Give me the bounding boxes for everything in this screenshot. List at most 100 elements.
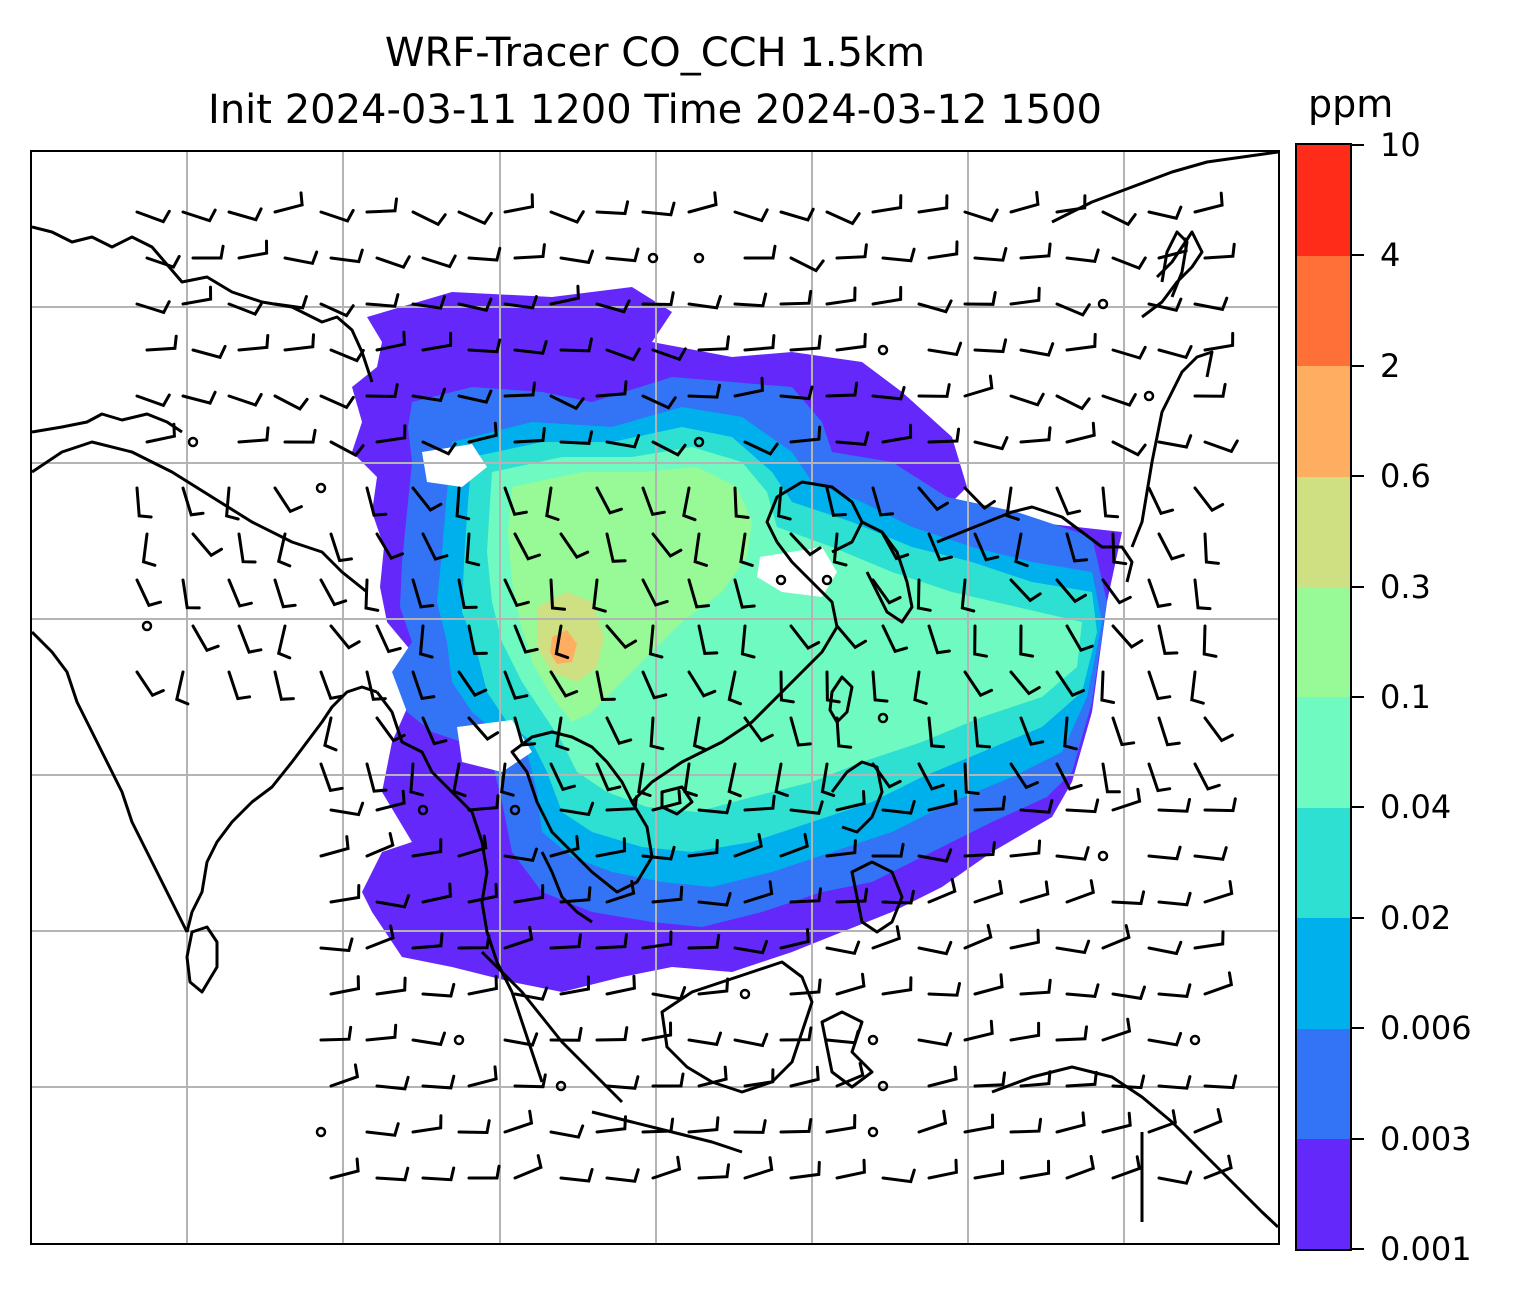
wind-barb	[697, 1065, 728, 1088]
map-canvas	[32, 152, 1278, 1243]
wind-barb	[687, 191, 718, 214]
wind-barb	[743, 794, 776, 812]
wind-barb	[651, 532, 683, 558]
wind-barb	[835, 716, 853, 749]
wind-barb	[1157, 983, 1192, 999]
tracer-plume	[352, 287, 1122, 992]
wind-barb	[1055, 1111, 1086, 1134]
wind-barb	[789, 532, 822, 557]
wind-barb	[237, 532, 257, 564]
wind-barb	[1111, 1155, 1141, 1180]
wind-barb	[1203, 797, 1237, 813]
wind-barb	[364, 578, 380, 612]
wind-barb	[500, 762, 515, 797]
map-panel[interactable]	[30, 150, 1280, 1245]
wind-barb	[825, 381, 859, 398]
wind-barb	[963, 1019, 994, 1042]
wind-barb-calm	[555, 1080, 567, 1092]
wind-barb	[835, 1061, 865, 1088]
wind-barb	[421, 254, 457, 269]
wind-barb	[1019, 1070, 1052, 1088]
wind-barb	[365, 1023, 398, 1042]
wind-barb	[789, 425, 822, 444]
wind-barb	[1193, 382, 1227, 398]
wind-barb	[789, 256, 825, 273]
coastline-sulawesi	[820, 1010, 874, 1089]
plume-gap-bohai	[757, 547, 837, 597]
wind-barb	[273, 578, 297, 609]
wind-barb-calm	[775, 574, 787, 586]
wind-barb	[135, 393, 171, 408]
wind-barb	[409, 762, 424, 797]
wind-barb	[1193, 296, 1229, 312]
wind-barb	[467, 794, 500, 812]
wind-barb	[319, 835, 350, 858]
wind-barb	[411, 670, 436, 701]
wind-barb	[973, 338, 1008, 354]
wind-barb	[871, 285, 903, 306]
wind-barb	[411, 1114, 443, 1134]
wind-barb	[181, 578, 201, 610]
wind-barb	[503, 1109, 534, 1134]
wind-barb	[329, 801, 365, 817]
coastline-gulf-thailand	[540, 851, 593, 924]
wind-barb	[559, 886, 592, 904]
colorbar-tick-mark	[1352, 696, 1364, 698]
wind-barb	[927, 240, 959, 260]
wind-barb	[1019, 342, 1055, 357]
wind-barb	[1147, 297, 1183, 312]
coastline-bay-of-bengal	[375, 691, 544, 1083]
wind-barb	[927, 624, 951, 655]
wind-barb-calm	[867, 1126, 879, 1138]
wind-barb	[1065, 1070, 1098, 1088]
wind-barb	[503, 925, 534, 950]
wind-barb	[1055, 394, 1091, 411]
colorbar-tick-label: 0.02	[1380, 898, 1452, 937]
wind-barb	[1193, 191, 1224, 214]
wind-barb	[421, 532, 449, 561]
wind-barb	[595, 762, 622, 792]
wind-barb	[779, 385, 814, 401]
coastline-russia	[1051, 152, 1278, 224]
wind-barb	[191, 244, 225, 260]
wind-barb	[789, 978, 822, 996]
wind-barb	[927, 982, 961, 997]
colorbar-segment	[1297, 917, 1350, 1029]
coastline-bohai	[765, 480, 864, 554]
wind-barb	[457, 297, 493, 312]
wind-barb	[1101, 486, 1120, 519]
wind-barb	[421, 331, 453, 352]
wind-barb	[881, 889, 915, 905]
wind-barb	[375, 976, 407, 996]
wind-barb	[1009, 762, 1039, 790]
wind-barb	[651, 347, 687, 362]
coastline-hokkaido	[1141, 230, 1204, 319]
wind-barb	[1009, 286, 1041, 306]
coastline-gulf-oman	[32, 412, 183, 434]
wind-barb	[871, 762, 902, 789]
wind-barb	[513, 427, 546, 444]
wind-barb	[181, 486, 205, 517]
wind-barb	[375, 894, 411, 909]
wind-barb	[411, 1031, 446, 1047]
wind-barb	[687, 1031, 722, 1047]
wind-barb	[365, 293, 400, 308]
wind-barb	[963, 208, 999, 223]
wind-barb	[141, 532, 157, 567]
wind-barb-calm	[693, 436, 705, 448]
wind-barb	[1055, 302, 1091, 317]
wind-barb	[1147, 1031, 1183, 1047]
wind-barb	[917, 762, 945, 791]
wind-barb	[1203, 331, 1235, 352]
wind-barb	[641, 845, 676, 861]
wind-barb	[881, 423, 913, 444]
wind-barb	[697, 335, 730, 352]
wind-barb	[1019, 799, 1054, 814]
wind-barb	[963, 486, 996, 511]
wind-barb	[1157, 434, 1193, 449]
wind-barb	[465, 532, 481, 567]
wind-barb	[1009, 392, 1045, 407]
wind-barb	[513, 1154, 543, 1180]
wind-barb	[825, 839, 857, 858]
wind-barb	[973, 1071, 1006, 1088]
